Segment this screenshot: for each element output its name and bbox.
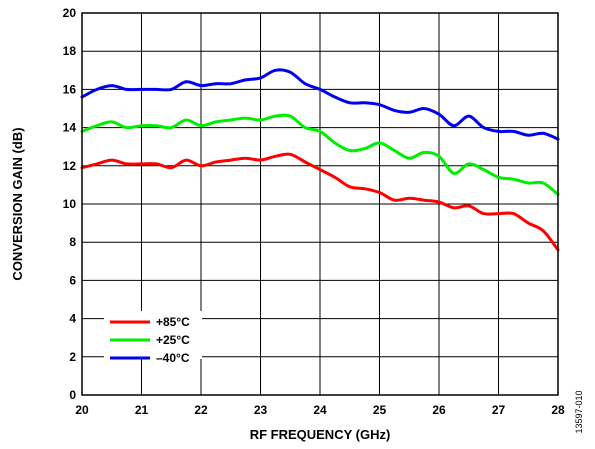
y-tick-label: 16 [63, 82, 77, 96]
x-tick-label: 27 [492, 403, 506, 417]
y-tick-label: 20 [63, 6, 77, 20]
x-tick-labels: 20 21 22 23 24 25 26 27 28 [75, 403, 565, 417]
series-line-1 [80, 113, 560, 196]
x-axis-title: RF FREQUENCY (GHz) [250, 427, 391, 442]
x-tick-label: 28 [551, 403, 565, 417]
y-tick-label: 12 [63, 159, 77, 173]
y-tick-label: 14 [63, 121, 77, 135]
legend: +85°C +25°C –40°C [104, 311, 202, 365]
x-tick-label: 21 [135, 403, 149, 417]
x-tick-label: 20 [75, 403, 89, 417]
plot-frame [81, 12, 559, 396]
y-tick-label: 6 [69, 273, 76, 287]
y-tick-labels: 0 2 4 6 8 10 12 14 16 18 20 [63, 6, 77, 402]
legend-label-2: –40°C [156, 351, 190, 365]
x-tick-label: 26 [432, 403, 446, 417]
x-tick-label: 22 [194, 403, 208, 417]
figure-id: 13597-010 [574, 390, 584, 433]
x-tick-label: 23 [254, 403, 268, 417]
y-tick-label: 18 [63, 44, 77, 58]
x-tick-label: 24 [313, 403, 327, 417]
series-line-0 [80, 152, 560, 252]
y-tick-label: 2 [69, 350, 76, 364]
series-lines [80, 68, 560, 252]
legend-label-0: +85°C [156, 315, 190, 329]
y-axis-title: CONVERSION GAIN (dB) [10, 127, 25, 280]
legend-label-1: +25°C [156, 333, 190, 347]
legend-background [104, 311, 202, 359]
y-tick-label: 8 [69, 235, 76, 249]
series-line-2 [80, 68, 560, 141]
y-tick-label: 0 [69, 388, 76, 402]
y-tick-label: 4 [69, 312, 76, 326]
y-tick-label: 10 [63, 197, 77, 211]
x-tick-label: 25 [373, 403, 387, 417]
